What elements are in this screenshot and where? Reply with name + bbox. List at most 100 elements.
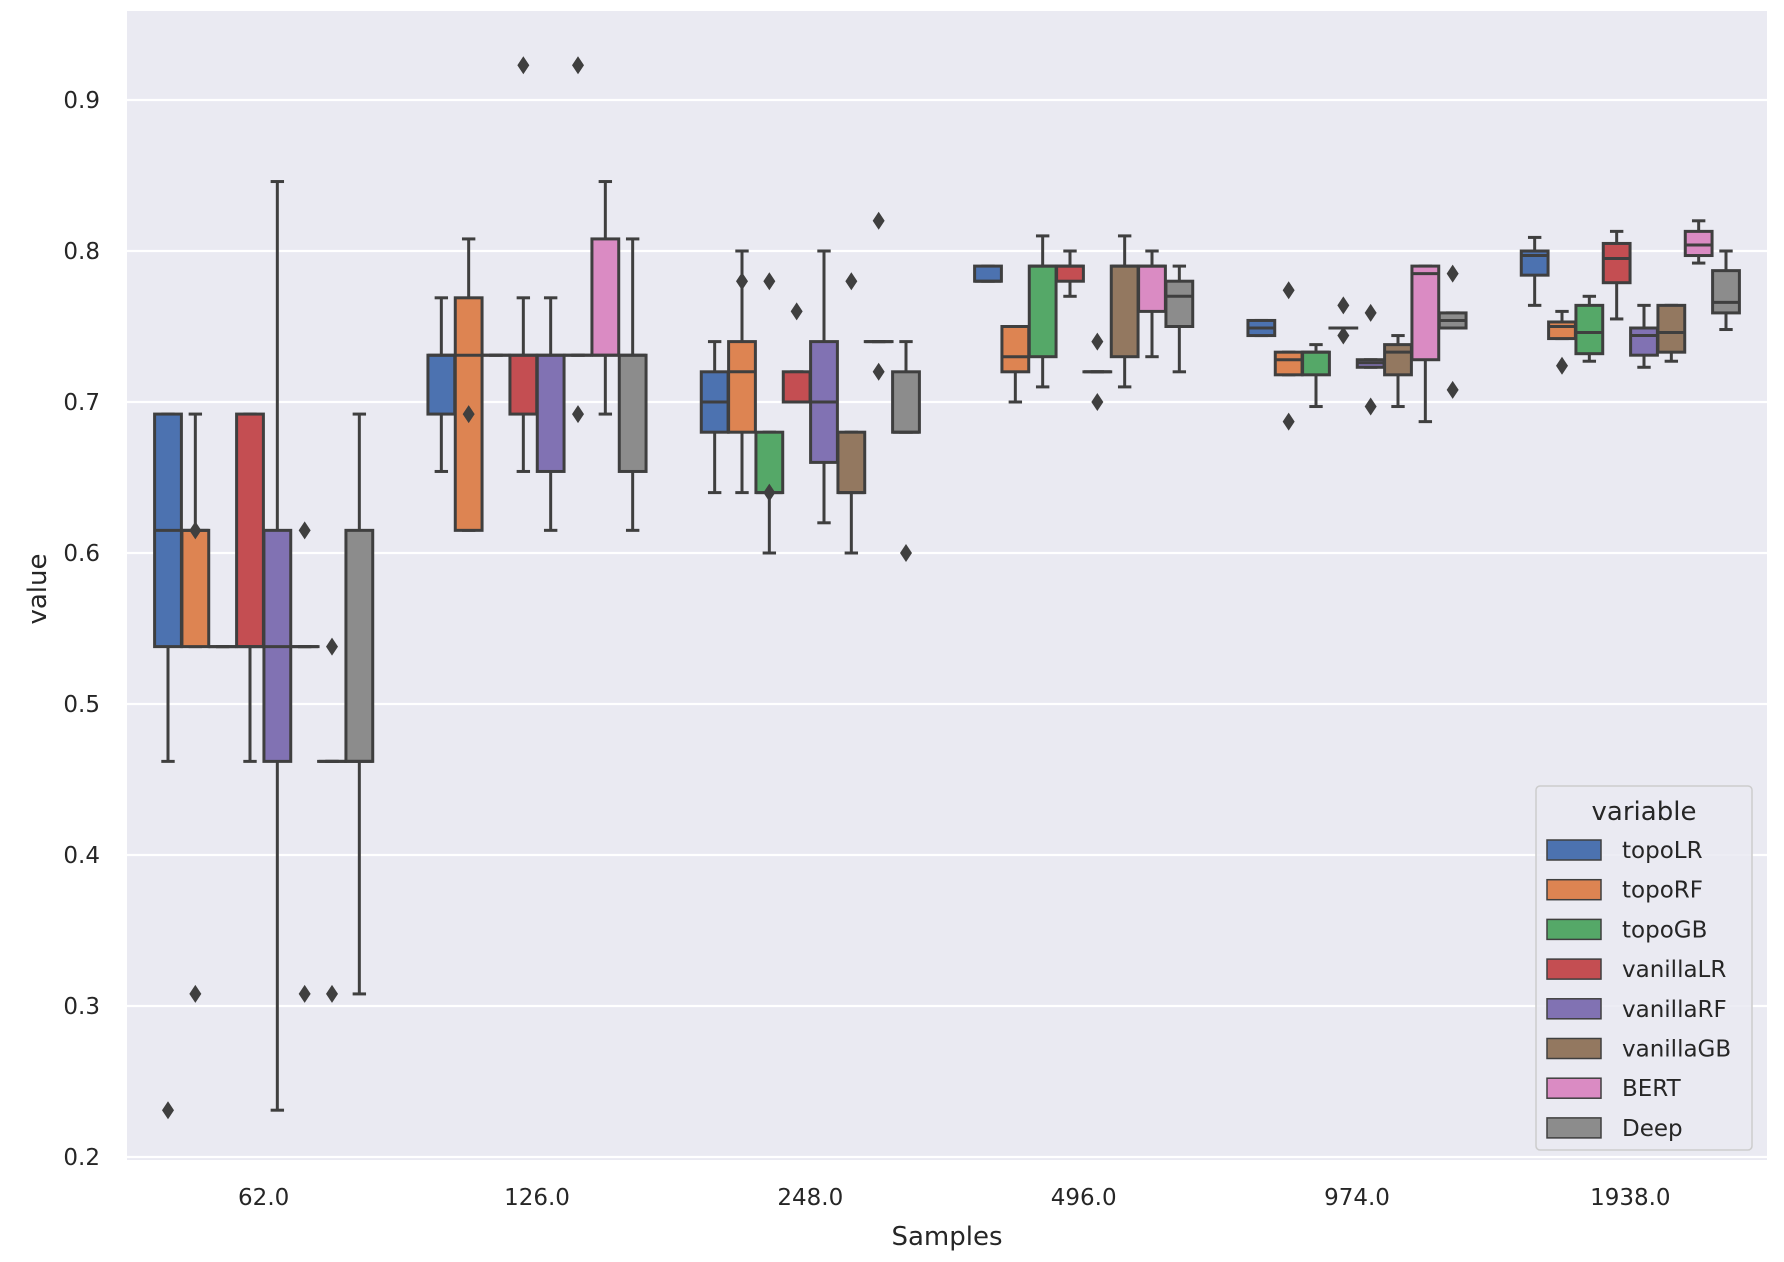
outlier-point: [298, 984, 311, 1003]
legend-items: topoLR topoRF topoGB vanillaLR vanillaRF vani…: [1546, 838, 1731, 1142]
box-vanillaLR-126.0: [508, 56, 539, 473]
legend-title: variable: [1592, 797, 1697, 827]
outlier-point: [1364, 303, 1377, 322]
legend-swatch-topoLR: [1546, 839, 1602, 861]
box-vanillaRF-126.0: [535, 296, 566, 532]
box-topoLR-974.0: [1246, 318, 1277, 338]
box-topoLR-496.0: [973, 264, 1003, 283]
box-vanillaRF-496.0: [1082, 332, 1113, 411]
box-body: [590, 237, 621, 357]
outlier-point: [1091, 332, 1104, 351]
legend-swatch-topoGB: [1546, 918, 1602, 941]
box-vanillaGB-248.0: [836, 272, 867, 555]
box-Deep-126.0: [617, 237, 648, 532]
box-topoRF-1938.0: [1547, 309, 1577, 375]
grid-lines: [127, 98, 1767, 1159]
outlier-point: [298, 521, 311, 540]
legend-swatch-vanillaLR: [1546, 958, 1602, 980]
outlier-point: [763, 483, 776, 502]
legend-swatch-Deep: [1546, 1117, 1602, 1139]
outlier-point: [572, 405, 584, 424]
outlier-point: [900, 544, 912, 562]
box-BERT-1938.0: [1683, 219, 1714, 265]
outlier-point: [872, 211, 885, 230]
box-Deep-62.0: [344, 412, 375, 996]
legend-swatch-topoRF: [1546, 878, 1602, 901]
outlier-point: [1091, 393, 1104, 411]
box-body: [180, 528, 211, 649]
x-tick-label: 974.0: [1324, 1185, 1390, 1211]
box-body: [1601, 241, 1632, 285]
box-body: [426, 353, 457, 416]
outlier-point: [462, 405, 475, 424]
y-tick-label: 0.6: [63, 541, 100, 567]
y-tick-labels: 0.2 0.3 0.4 0.5 0.6 0.7 0.8 0.9: [63, 88, 100, 1171]
box-vanillaLR-974.0: [1328, 296, 1359, 345]
box-vanillaGB-62.0: [289, 521, 320, 1003]
box-body: [1683, 229, 1714, 258]
outlier-point: [736, 272, 748, 291]
legend-label-topoGB: topoGB: [1622, 917, 1707, 943]
box-topoLR-126.0: [426, 296, 457, 473]
y-tick-label: 0.8: [63, 239, 100, 265]
box-topoRF-974.0: [1273, 281, 1304, 431]
box-body: [1410, 264, 1441, 362]
box-body: [1574, 303, 1605, 356]
box-vanillaLR-1938.0: [1601, 229, 1632, 321]
x-tick-label: 496.0: [1051, 1185, 1117, 1211]
legend-label-topoLR: topoLR: [1622, 838, 1703, 864]
box-body: [727, 340, 757, 434]
outlier-point: [162, 1101, 174, 1120]
box-body: [344, 528, 375, 763]
box-body: [1301, 350, 1331, 377]
x-axis-label: Samples: [891, 1222, 1002, 1252]
y-tick-label: 0.9: [63, 88, 100, 114]
box-body: [1656, 303, 1687, 354]
box-body: [781, 370, 812, 404]
legend-label-Deep: Deep: [1622, 1116, 1683, 1142]
box-topoLR-1938.0: [1519, 235, 1550, 307]
box-body: [1629, 326, 1659, 357]
box-topoRF-248.0: [727, 249, 757, 495]
box-BERT-126.0: [590, 180, 621, 416]
outlier-point: [189, 521, 202, 540]
y-axis-label: value: [23, 553, 53, 624]
outlier-point: [872, 362, 885, 381]
box-topoRF-126.0: [453, 237, 484, 532]
box-body: [1137, 264, 1167, 313]
box-body: [1109, 264, 1140, 359]
box-body: [1000, 325, 1031, 374]
box-vanillaGB-126.0: [563, 56, 593, 424]
legend-label-vanillaLR: vanillaLR: [1622, 957, 1726, 983]
box-BERT-496.0: [1137, 249, 1167, 359]
outlier-point: [326, 637, 338, 656]
y-tick-label: 0.3: [63, 994, 100, 1020]
legend-swatch-BERT: [1546, 1077, 1602, 1099]
box-body: [1164, 279, 1195, 329]
box-body: [235, 412, 265, 649]
legend-label-vanillaGB: vanillaGB: [1622, 1037, 1731, 1063]
box-vanillaLR-496.0: [1055, 249, 1085, 298]
box-topoGB-1938.0: [1574, 294, 1605, 363]
legend: variable topoLR topoRF topoGB vanillaLR vani…: [1535, 785, 1753, 1151]
x-tick-label: 1938.0: [1590, 1185, 1670, 1211]
outlier-point: [763, 272, 776, 291]
box-BERT-248.0: [863, 211, 894, 381]
legend-swatch-vanillaGB: [1546, 1037, 1602, 1060]
legend-label-vanillaRF: vanillaRF: [1622, 997, 1727, 1023]
outlier-point: [1282, 281, 1295, 300]
outlier-point: [1337, 296, 1350, 315]
outlier-point: [1364, 397, 1377, 416]
outlier-point: [572, 56, 584, 75]
x-tick-label: 248.0: [777, 1185, 843, 1211]
legend-swatch-vanillaRF: [1546, 998, 1602, 1020]
y-tick-label: 0.2: [63, 1145, 100, 1171]
x-tick-label: 62.0: [238, 1185, 289, 1211]
outlier-point: [1337, 326, 1350, 345]
box-Deep-1938.0: [1711, 249, 1741, 332]
box-vanillaRF-62.0: [262, 180, 293, 1112]
outlier-point: [845, 272, 858, 291]
y-tick-label: 0.4: [63, 843, 100, 869]
box-body: [1547, 320, 1577, 341]
box-body: [836, 430, 867, 495]
